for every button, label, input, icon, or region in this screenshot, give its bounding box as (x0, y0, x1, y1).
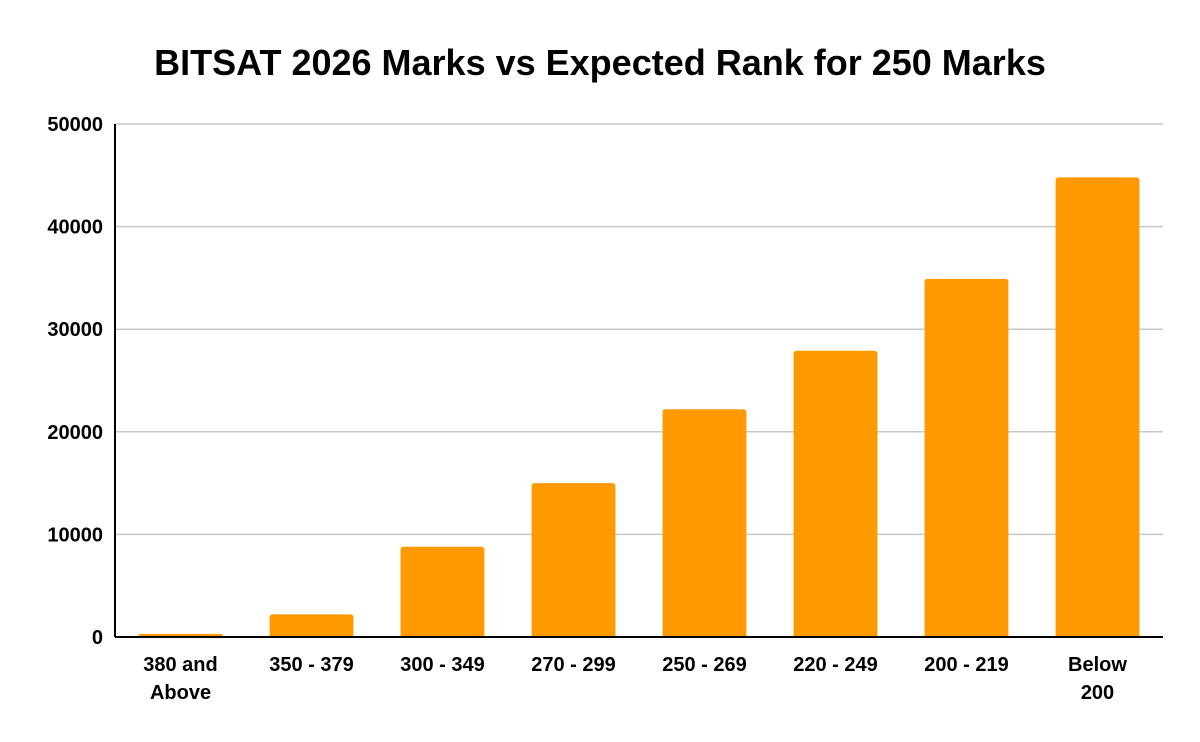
y-tick-label-20000: 20000 (47, 422, 103, 444)
x-tick-label-line: 270 - 299 (531, 654, 616, 676)
x-tick-label-line: 250 - 269 (662, 654, 747, 676)
y-tick-label-30000: 30000 (47, 319, 103, 341)
x-tick-label-3: 270 - 299 (531, 654, 616, 676)
y-tick-label-50000: 50000 (47, 114, 103, 136)
x-tick-label-4: 250 - 269 (662, 654, 747, 676)
x-tick-label-line: 220 - 249 (793, 654, 878, 676)
x-tick-label-line: 200 - 219 (924, 654, 1009, 676)
chart-title: BITSAT 2026 Marks vs Expected Rank for 2… (154, 42, 1046, 83)
x-tick-label-0: 380 and Above (143, 654, 217, 704)
bar-6 (924, 278, 1009, 637)
x-tick-label-6: 200 - 219 (924, 654, 1009, 676)
bar-3 (531, 483, 616, 637)
bar-4 (662, 409, 747, 637)
x-tick-label-5: 220 - 249 (793, 654, 878, 676)
y-axis-tick-labels: 0 10000 20000 30000 40000 50000 (47, 114, 103, 649)
bars (138, 177, 1140, 638)
bar-2 (400, 546, 485, 637)
y-tick-label-40000: 40000 (47, 217, 103, 239)
x-tick-label-line: Above (150, 682, 211, 704)
x-tick-label-line: 300 - 349 (400, 654, 485, 676)
x-tick-label-line: Below (1068, 654, 1127, 676)
y-tick-label-10000: 10000 (47, 524, 103, 546)
x-tick-label-2: 300 - 349 (400, 654, 485, 676)
x-tick-label-7: Below 200 (1068, 654, 1127, 704)
bar-5 (793, 350, 878, 637)
bar-1 (269, 614, 354, 637)
x-tick-label-1: 350 - 379 (269, 654, 354, 676)
x-tick-label-line: 350 - 379 (269, 654, 354, 676)
x-tick-label-line: 200 (1081, 682, 1114, 704)
y-tick-label-0: 0 (92, 627, 103, 649)
bar-7 (1055, 177, 1140, 638)
x-tick-label-line: 380 and (143, 654, 217, 676)
x-axis-tick-labels: 380 and Above 350 - 379 300 - 349 270 - 299 2… (143, 654, 1127, 704)
